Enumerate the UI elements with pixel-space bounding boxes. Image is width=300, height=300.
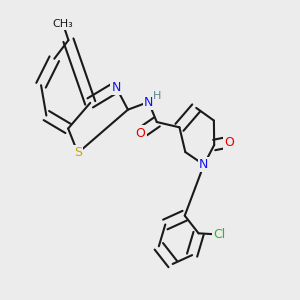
Text: O: O [136, 127, 146, 140]
Text: N: N [199, 158, 208, 171]
Text: CH₃: CH₃ [53, 19, 74, 29]
Text: S: S [74, 146, 82, 159]
Text: O: O [224, 136, 234, 148]
Text: H: H [153, 91, 161, 101]
Text: N: N [112, 81, 121, 94]
Text: Cl: Cl [213, 228, 225, 241]
Text: N: N [144, 95, 153, 109]
